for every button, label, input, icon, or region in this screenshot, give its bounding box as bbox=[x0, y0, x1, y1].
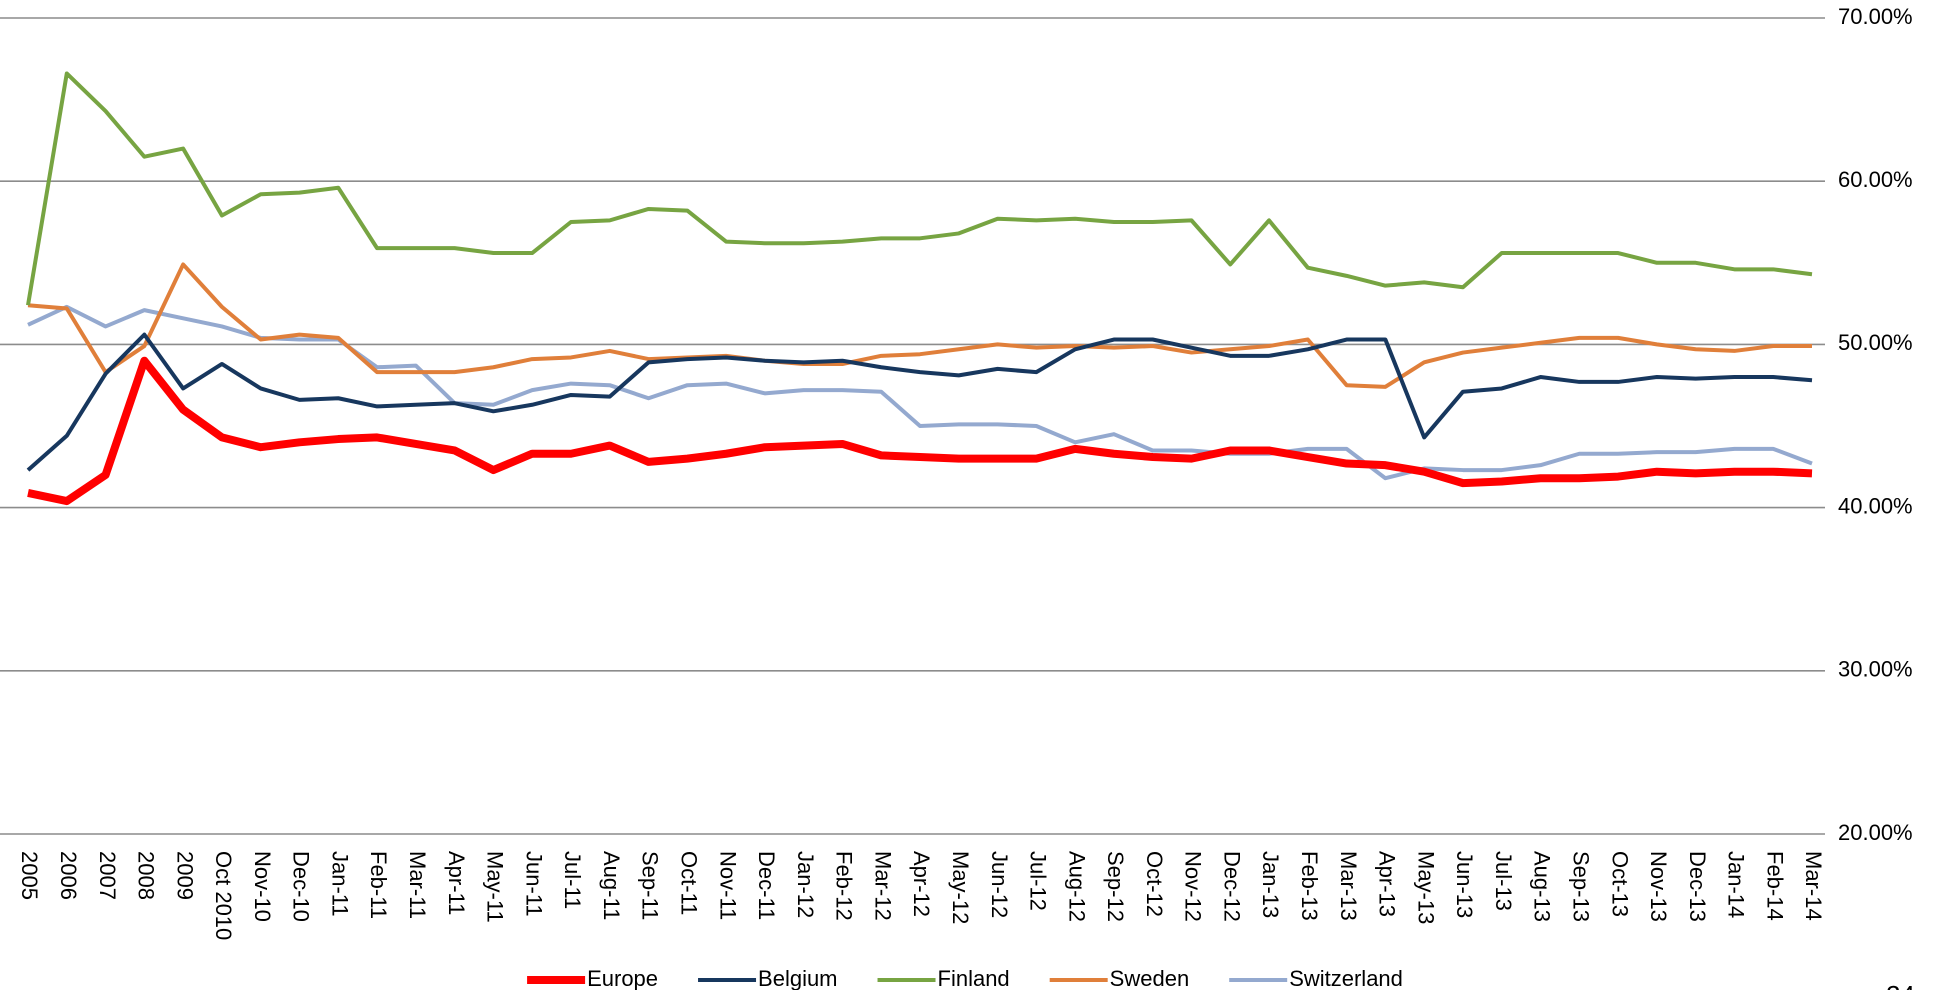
x-tick-label: Oct 2010 bbox=[211, 851, 236, 940]
series-line bbox=[26, 332, 1813, 472]
legend-label: Sweden bbox=[1110, 966, 1190, 990]
series-line bbox=[27, 304, 1813, 481]
x-tick-label: Apr-11 bbox=[444, 851, 469, 915]
x-tick-label: Nov-10 bbox=[250, 851, 275, 922]
x-tick-label: Mar-13 bbox=[1336, 851, 1361, 921]
x-tick-label: Oct-11 bbox=[676, 851, 701, 915]
x-tick-label: Dec-12 bbox=[1219, 851, 1244, 922]
x-tick-label: Oct-12 bbox=[1142, 851, 1167, 917]
legend-label: Finland bbox=[938, 966, 1010, 990]
legend-label: Europe bbox=[587, 966, 658, 990]
x-tick-label: Jul-11 bbox=[560, 851, 585, 909]
y-tick-label: 70.00% bbox=[1838, 4, 1913, 29]
x-tick-label: 2007 bbox=[95, 851, 120, 900]
x-tick-label: Jan-13 bbox=[1258, 851, 1283, 918]
legend-label: Belgium bbox=[758, 966, 837, 990]
x-tick-label: Mar-11 bbox=[405, 851, 430, 919]
x-tick-label: May-11 bbox=[483, 851, 508, 923]
y-tick-label: 60.00% bbox=[1838, 167, 1913, 192]
x-tick-label: 2005 bbox=[17, 851, 42, 900]
y-tick-label: 50.00% bbox=[1838, 330, 1913, 355]
x-tick-label: Aug-12 bbox=[1064, 851, 1089, 922]
series-line bbox=[27, 262, 1812, 389]
x-tick-label: Jun-11 bbox=[521, 851, 546, 917]
x-tick-label: Oct-13 bbox=[1607, 851, 1632, 917]
x-tick-label: Jul-12 bbox=[1026, 851, 1051, 911]
x-tick-label: Feb-12 bbox=[832, 851, 857, 921]
x-tick-label: 2009 bbox=[172, 851, 197, 900]
y-tick-label: 20.00% bbox=[1838, 820, 1913, 845]
x-tick-label: Feb-13 bbox=[1297, 851, 1322, 921]
x-tick-label: Mar-12 bbox=[870, 851, 895, 921]
series-line bbox=[26, 71, 1813, 306]
x-tick-label: Feb-11 bbox=[366, 851, 391, 919]
x-tick-label: May-12 bbox=[948, 851, 973, 924]
x-tick-label: Aug-13 bbox=[1530, 851, 1555, 922]
series-line bbox=[27, 356, 1813, 506]
x-tick-label: Apr-13 bbox=[1375, 851, 1400, 917]
x-tick-label: Jan-12 bbox=[793, 851, 818, 918]
x-tick-label: Nov-11 bbox=[715, 851, 740, 920]
x-tick-label: Dec-11 bbox=[754, 851, 779, 920]
x-tick-label: Sep-13 bbox=[1568, 851, 1593, 922]
x-tick-label: Nov-13 bbox=[1646, 851, 1671, 922]
x-tick-label: Jan-14 bbox=[1724, 851, 1749, 918]
x-tick-label: Apr-12 bbox=[909, 851, 934, 917]
page-number: 24 bbox=[1886, 980, 1915, 990]
y-tick-label: 40.00% bbox=[1838, 493, 1913, 518]
x-tick-label: Sep-12 bbox=[1103, 851, 1128, 922]
y-tick-label: 30.00% bbox=[1838, 657, 1913, 682]
x-tick-label: Mar-14 bbox=[1801, 851, 1826, 921]
x-tick-label: Jun-12 bbox=[987, 851, 1012, 918]
x-tick-label: Nov-12 bbox=[1181, 851, 1206, 922]
x-tick-label: Jan-11 bbox=[327, 851, 352, 917]
x-tick-label: 2006 bbox=[56, 851, 81, 900]
x-tick-label: Jun-13 bbox=[1452, 851, 1477, 918]
x-tick-label: Sep-11 bbox=[638, 851, 663, 920]
x-tick-label: May-13 bbox=[1413, 851, 1438, 924]
x-tick-label: Dec-10 bbox=[289, 851, 314, 922]
x-tick-label: Feb-14 bbox=[1762, 851, 1787, 921]
x-tick-label: Dec-13 bbox=[1685, 851, 1710, 922]
legend-label: Switzerland bbox=[1289, 966, 1403, 990]
x-tick-label: Jul-13 bbox=[1491, 851, 1516, 911]
x-tick-label: 2008 bbox=[134, 851, 159, 900]
x-tick-label: Aug-11 bbox=[599, 851, 624, 920]
